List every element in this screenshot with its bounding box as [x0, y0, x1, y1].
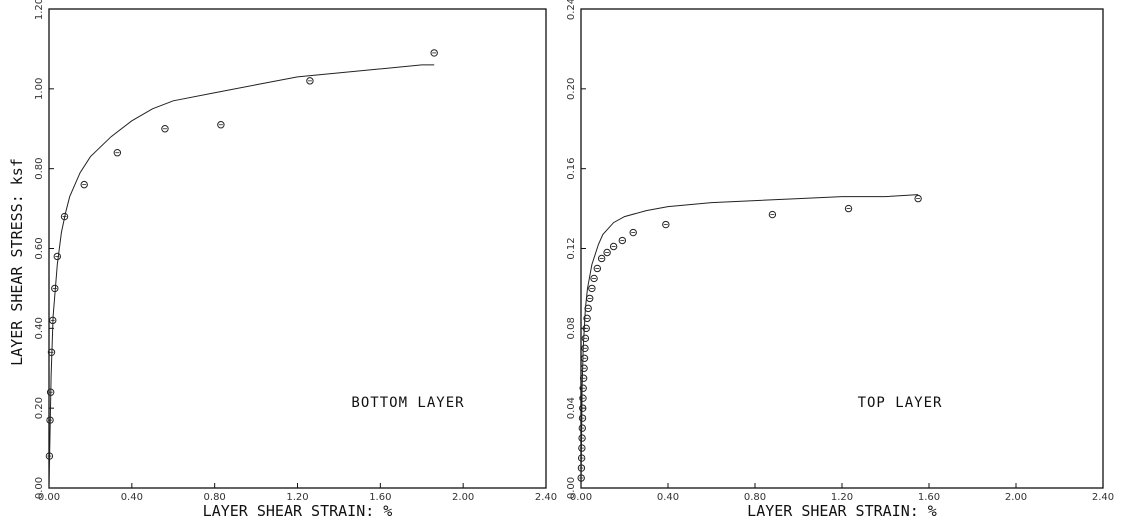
data-point	[597, 254, 606, 263]
x-tick-label: 0.40	[657, 492, 679, 503]
y-tick-label: 0.04	[566, 397, 577, 419]
data-point	[430, 49, 438, 57]
y-tick-label: 0.00	[566, 477, 577, 499]
x-tick-label: 0.40	[121, 492, 143, 503]
top-layer-plot: 0.00 0.40 0.80 1.20 1.60 2.00 2.40 0.00 0.04 0.08…	[566, 0, 1114, 520]
data-point	[217, 121, 225, 129]
data-point	[578, 424, 587, 432]
x-tick-label: 2.40	[1092, 492, 1114, 503]
x-tick-label: 1.60	[918, 492, 940, 503]
data-point	[113, 149, 122, 157]
data-point	[578, 414, 587, 422]
x-tick-label: 1.60	[369, 492, 391, 503]
fit-curve	[48, 64, 435, 489]
y-axis-label: LAYER SHEAR STRESS: ksf	[8, 158, 26, 366]
y-tick-label: 0.12	[566, 237, 577, 259]
data-point	[578, 434, 586, 442]
data-point	[161, 125, 169, 133]
y-tick-label: 0.08	[566, 317, 577, 339]
data-point	[593, 264, 602, 273]
x-tick-label: 0.80	[744, 492, 766, 503]
x-tick-label: 2.00	[1005, 492, 1027, 503]
data-point	[80, 180, 88, 189]
y-tick-label: 0.00	[34, 477, 45, 499]
y-tick-label: 1.20	[34, 0, 45, 20]
fit-curve	[580, 194, 919, 489]
data-point	[583, 314, 591, 323]
data-point	[580, 354, 589, 362]
data-point	[586, 294, 594, 303]
data-point	[768, 210, 777, 219]
data-point	[629, 228, 637, 237]
panel-annotation: TOP LAYER	[858, 395, 943, 411]
data-point	[53, 252, 61, 261]
y-tick-label: 0.20	[566, 78, 577, 100]
data-point	[581, 334, 590, 343]
data-point	[588, 284, 596, 293]
data-point	[580, 364, 588, 372]
data-point	[306, 77, 314, 85]
x-tick-label: 1.20	[286, 492, 308, 503]
data-point	[590, 274, 598, 283]
x-tick-label: 2.00	[452, 492, 474, 503]
data-point	[914, 194, 922, 203]
plot-frame	[580, 8, 1104, 489]
y-tick-label: 0.16	[566, 158, 577, 180]
x-tick-label: 0.00	[570, 492, 592, 503]
x-tick-label: 0.80	[204, 492, 226, 503]
bottom-layer-plot: 0.00 0.40 0.80 1.20 1.60 2.00 2.40 0.00 0.20 0.40…	[34, 0, 557, 520]
plot-frame	[48, 8, 547, 489]
y-tick-label: 1.00	[34, 78, 45, 100]
x-tick-label: 0.00	[38, 492, 60, 503]
panel-annotation: BOTTOM LAYER	[351, 395, 464, 411]
x-axis-label: LAYER SHEAR STRAIN: %	[747, 502, 937, 520]
x-tick-label: 1.20	[831, 492, 853, 503]
y-tick-label: 0.24	[566, 0, 577, 20]
data-point	[582, 324, 590, 333]
x-axis-label: LAYER SHEAR STRAIN: %	[203, 502, 393, 520]
y-tick-label: 0.40	[34, 317, 45, 339]
y-tick-label: 0.60	[34, 237, 45, 259]
y-tick-label: 0.20	[34, 397, 45, 419]
data-point	[844, 204, 853, 213]
data-point	[662, 220, 670, 229]
x-tick-label: 2.40	[535, 492, 557, 503]
data-point	[603, 248, 611, 257]
data-point	[609, 242, 618, 251]
y-tick-label: 0.80	[34, 158, 45, 180]
data-point	[618, 236, 627, 245]
